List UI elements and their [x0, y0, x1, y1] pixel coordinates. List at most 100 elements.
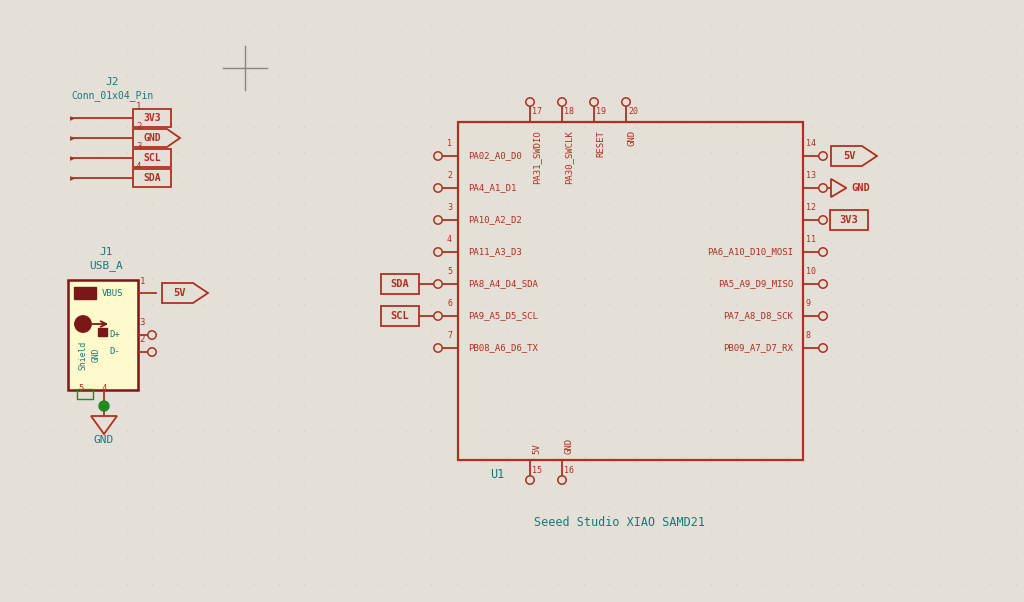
Circle shape: [819, 280, 827, 288]
Text: SCL: SCL: [143, 153, 161, 163]
Text: 4: 4: [102, 384, 108, 393]
Text: PB08_A6_D6_TX: PB08_A6_D6_TX: [468, 344, 538, 353]
Text: 9: 9: [806, 299, 811, 308]
Circle shape: [147, 331, 157, 339]
Bar: [458, 122, 803, 460]
Text: GND: GND: [564, 438, 573, 454]
Text: 20: 20: [628, 107, 638, 116]
Text: 1: 1: [140, 277, 145, 286]
Text: 2: 2: [136, 122, 141, 131]
Text: 5: 5: [447, 267, 452, 276]
Text: PA4_A1_D1: PA4_A1_D1: [468, 184, 516, 193]
Bar: [381, 306, 419, 326]
Text: 2: 2: [447, 170, 452, 179]
Text: 3V3: 3V3: [840, 215, 858, 225]
Text: 1: 1: [136, 102, 141, 111]
Circle shape: [434, 280, 442, 288]
Circle shape: [819, 312, 827, 320]
Text: PA31_SWDIO: PA31_SWDIO: [532, 130, 541, 184]
Text: J1: J1: [99, 247, 113, 257]
Text: 14: 14: [806, 138, 816, 147]
Text: U1: U1: [490, 468, 504, 482]
Circle shape: [434, 152, 442, 160]
Circle shape: [434, 248, 442, 256]
Polygon shape: [91, 416, 117, 434]
Text: PA5_A9_D9_MISO: PA5_A9_D9_MISO: [718, 279, 793, 288]
Text: 4: 4: [136, 162, 141, 171]
Circle shape: [434, 184, 442, 192]
Text: J2: J2: [105, 77, 119, 87]
Text: USB_A: USB_A: [89, 261, 123, 272]
Text: PA11_A3_D3: PA11_A3_D3: [468, 247, 522, 256]
Polygon shape: [831, 179, 847, 197]
Circle shape: [819, 184, 827, 192]
Bar: [381, 274, 419, 294]
Text: Conn_01x04_Pin: Conn_01x04_Pin: [71, 90, 154, 102]
Circle shape: [434, 312, 442, 320]
Text: 5V: 5V: [532, 443, 541, 454]
Text: Seeed Studio XIAO SAMD21: Seeed Studio XIAO SAMD21: [535, 515, 706, 529]
Polygon shape: [133, 129, 180, 147]
Text: 4: 4: [447, 235, 452, 243]
Text: 5: 5: [78, 384, 83, 393]
Text: 7: 7: [447, 330, 452, 340]
Text: 2: 2: [139, 335, 144, 344]
Text: 15: 15: [532, 466, 542, 475]
Text: Shield: Shield: [79, 340, 87, 370]
Bar: [133, 109, 171, 127]
Text: SCL: SCL: [390, 311, 410, 321]
Bar: [74, 287, 96, 299]
Text: PA8_A4_D4_SDA: PA8_A4_D4_SDA: [468, 279, 538, 288]
Text: 13: 13: [806, 170, 816, 179]
Text: 19: 19: [596, 107, 606, 116]
Circle shape: [590, 98, 598, 106]
Circle shape: [434, 344, 442, 352]
Circle shape: [819, 344, 827, 352]
Text: D-: D-: [110, 347, 120, 356]
Text: GND: GND: [94, 435, 114, 445]
Text: PA9_A5_D5_SCL: PA9_A5_D5_SCL: [468, 311, 538, 320]
Text: 3: 3: [136, 142, 141, 151]
Bar: [830, 210, 868, 230]
Text: PA7_A8_D8_SCK: PA7_A8_D8_SCK: [723, 311, 793, 320]
Text: RESET: RESET: [596, 130, 605, 157]
Text: 11: 11: [806, 235, 816, 243]
Text: VBUS: VBUS: [101, 288, 123, 297]
Bar: [133, 149, 171, 167]
Polygon shape: [162, 283, 208, 303]
Text: 3V3: 3V3: [143, 113, 161, 123]
Circle shape: [99, 401, 109, 411]
Circle shape: [558, 98, 566, 106]
Text: 17: 17: [532, 107, 542, 116]
Circle shape: [525, 476, 535, 484]
Circle shape: [558, 476, 566, 484]
Bar: [68, 280, 138, 390]
Text: GND: GND: [143, 133, 161, 143]
Text: 8: 8: [806, 330, 811, 340]
Text: PA6_A10_D10_MOSI: PA6_A10_D10_MOSI: [707, 247, 793, 256]
Text: PA02_A0_D0: PA02_A0_D0: [468, 152, 522, 161]
Text: 12: 12: [806, 202, 816, 211]
Circle shape: [819, 152, 827, 160]
Polygon shape: [831, 146, 877, 166]
Circle shape: [819, 216, 827, 224]
Text: 10: 10: [806, 267, 816, 276]
Text: GND: GND: [91, 348, 100, 362]
Circle shape: [434, 216, 442, 224]
Text: 3: 3: [447, 202, 452, 211]
Text: PA30_SWCLK: PA30_SWCLK: [564, 130, 573, 184]
Text: 5V: 5V: [174, 288, 186, 298]
Circle shape: [525, 98, 535, 106]
Text: SDA: SDA: [143, 173, 161, 183]
Bar: [98, 328, 106, 336]
Text: 1: 1: [447, 138, 452, 147]
Text: 6: 6: [447, 299, 452, 308]
Text: SDA: SDA: [390, 279, 410, 289]
Text: GND: GND: [628, 130, 637, 146]
Circle shape: [819, 248, 827, 256]
Text: D+: D+: [110, 330, 120, 340]
Text: GND: GND: [851, 183, 869, 193]
Circle shape: [75, 316, 91, 332]
Text: 16: 16: [564, 466, 574, 475]
Text: PA10_A2_D2: PA10_A2_D2: [468, 216, 522, 225]
